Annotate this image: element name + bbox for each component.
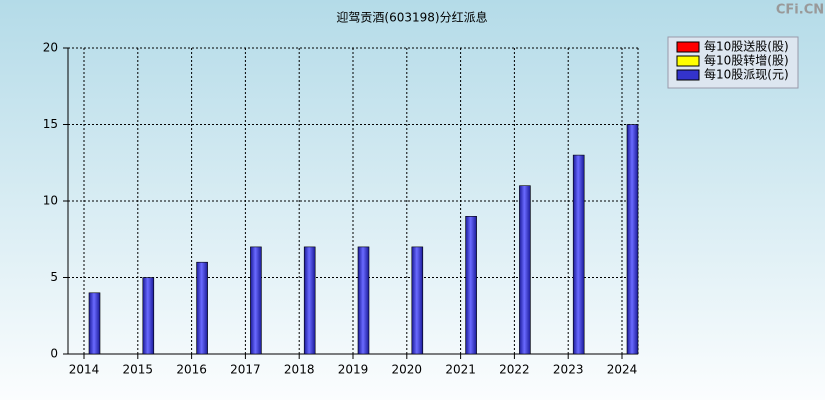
legend-swatch: [676, 41, 700, 53]
bar: [88, 292, 101, 355]
y-tick-label: 10: [43, 194, 58, 208]
bar: [465, 216, 477, 355]
bar: [250, 246, 262, 355]
x-tick-label: 2019: [338, 363, 369, 377]
y-tick-label: 5: [50, 270, 58, 284]
x-tick-label: 2018: [284, 363, 315, 377]
bar: [303, 246, 316, 355]
legend-label: 每10股转增(股): [704, 53, 789, 68]
x-tick-label: 2024: [607, 363, 638, 377]
bar: [572, 154, 585, 355]
legend-swatch: [676, 55, 700, 67]
x-tick-label: 2017: [230, 363, 261, 377]
x-tick-label: 2021: [445, 363, 476, 377]
x-tick-label: 2016: [176, 363, 207, 377]
bar: [142, 277, 155, 355]
legend-swatch: [676, 69, 700, 81]
x-tick-label: 2014: [69, 363, 100, 377]
y-tick-label: 0: [50, 347, 58, 361]
chart-title: 迎驾贡酒(603198)分红派息: [336, 10, 487, 25]
legend-label: 每10股送股(股): [704, 39, 789, 54]
x-tick-label: 2015: [123, 363, 154, 377]
legend-label: 每10股派现(元): [704, 67, 789, 82]
bar: [519, 185, 531, 355]
x-tick-label: 2022: [499, 363, 530, 377]
x-tick-label: 2020: [392, 363, 423, 377]
bar: [411, 246, 424, 355]
bar: [626, 124, 639, 355]
y-tick-label: 20: [43, 41, 58, 55]
watermark: CFi.CN: [776, 3, 824, 18]
bar: [196, 261, 208, 355]
y-tick-label: 15: [43, 117, 58, 131]
bar: [357, 246, 370, 355]
x-tick-label: 2023: [553, 363, 584, 377]
